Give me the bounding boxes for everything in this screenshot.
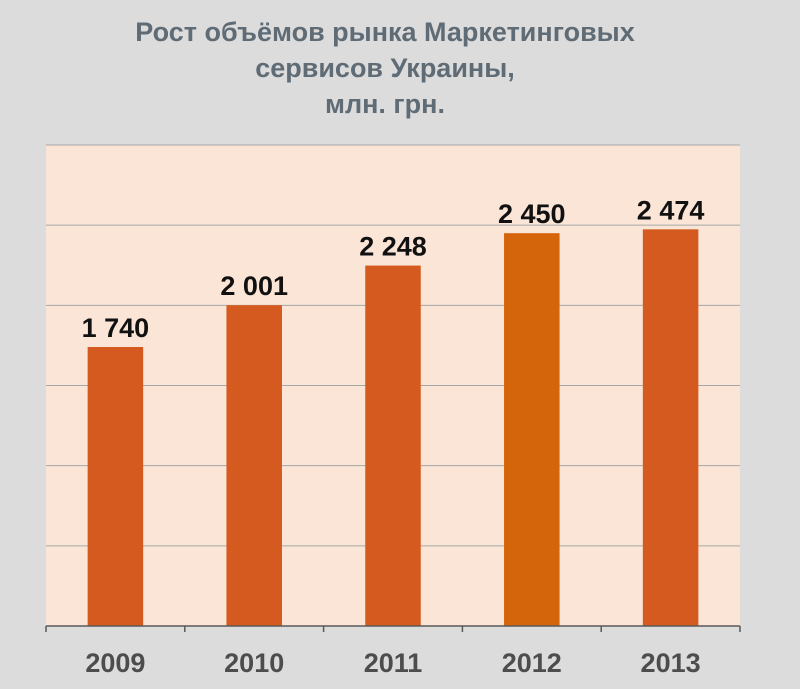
- data-labels: 1 740 2 001 2 248 2 450 2 474: [82, 195, 705, 343]
- x-tick-label: 2013: [641, 648, 701, 678]
- bar: [226, 305, 282, 626]
- x-tick-label: 2009: [85, 648, 145, 678]
- x-tick-label: 2012: [502, 648, 562, 678]
- data-label: 2 474: [637, 195, 705, 225]
- chart-title: Рост объёмов рынка Маркетинговых сервисо…: [60, 14, 710, 122]
- bar: [87, 347, 144, 626]
- x-tick-labels: 2009 2010 2011 2012 2013: [85, 648, 700, 678]
- x-tick-label: 2010: [224, 648, 284, 678]
- bars: [87, 229, 699, 626]
- bar: [365, 265, 421, 626]
- chart-title-line-3: млн. грн.: [325, 89, 445, 119]
- data-label: 2 001: [220, 271, 288, 301]
- x-tick-label: 2011: [364, 648, 423, 678]
- x-axis: [45, 625, 741, 632]
- bar: [642, 229, 699, 626]
- data-label: 2 248: [359, 232, 427, 262]
- bar: [504, 233, 560, 626]
- data-label: 2 450: [498, 199, 566, 229]
- chart-title-line-1: Рост объёмов рынка Маркетинговых: [135, 17, 635, 47]
- chart-title-line-2: сервисов Украины,: [255, 53, 515, 83]
- data-label: 1 740: [82, 313, 150, 343]
